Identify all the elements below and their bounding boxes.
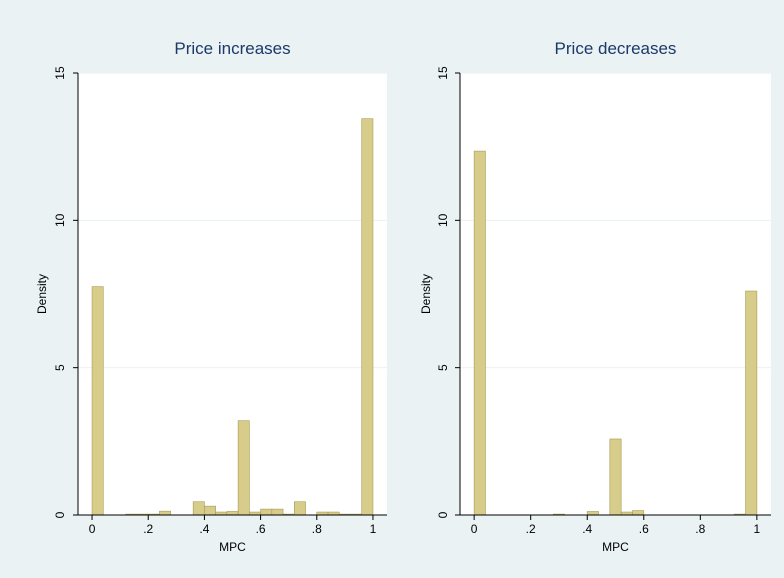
histogram-bar — [473, 150, 486, 516]
histogram-bar — [192, 501, 205, 516]
histogram-bar — [226, 511, 239, 516]
y-tick-label: 10 — [436, 213, 450, 227]
x-tick-label: .4 — [199, 522, 209, 536]
x-tick-label: .2 — [526, 522, 536, 536]
x-tick-label: 1 — [370, 522, 377, 536]
y-axis-label: Density — [35, 274, 49, 314]
histogram-bar — [159, 510, 172, 516]
y-tick-label: 15 — [436, 66, 450, 80]
x-tick-label: .8 — [312, 522, 322, 536]
x-axis-label: MPC — [219, 540, 246, 554]
x-tick-label: .8 — [695, 522, 705, 536]
x-tick-label: 0 — [89, 522, 96, 536]
x-tick-label: .4 — [582, 522, 592, 536]
histogram-bar — [361, 118, 374, 516]
histogram-bar — [271, 508, 284, 516]
histogram-bar — [237, 420, 250, 516]
panel-title: Price increases — [174, 39, 290, 58]
histogram-bar — [632, 510, 645, 516]
histogram-bar — [745, 290, 758, 516]
x-tick-label: .2 — [143, 522, 153, 536]
histogram-bar — [293, 501, 306, 516]
histogram-bar — [609, 438, 622, 516]
y-tick-label: 15 — [53, 66, 67, 80]
x-tick-label: 0 — [471, 522, 478, 536]
histogram-bar — [586, 511, 599, 516]
plot-area — [78, 73, 387, 515]
y-tick-label: 0 — [436, 511, 450, 518]
panel-title: Price decreases — [555, 39, 677, 58]
panel-price-decreases: 0 5 10 15 0 .2 .4 .6 .8 1 Price decreases MPC Densit… — [419, 39, 771, 554]
y-tick-label: 5 — [436, 364, 450, 371]
x-tick-label: .6 — [639, 522, 649, 536]
x-tick-label: 1 — [754, 522, 761, 536]
histogram-bar — [260, 508, 273, 516]
x-tick-label: .6 — [256, 522, 266, 536]
y-axis-label: Density — [419, 274, 433, 314]
y-tick-label: 10 — [53, 213, 67, 227]
x-axis-label: MPC — [602, 540, 629, 554]
histogram-bar — [204, 505, 216, 516]
y-tick-label: 0 — [53, 511, 67, 518]
histogram-bar — [91, 286, 104, 516]
y-tick-label: 5 — [53, 364, 67, 371]
panel-price-increases: 0 5 10 15 0 .2 .4 .6 .8 1 Price increases MPC Densit… — [35, 39, 387, 554]
